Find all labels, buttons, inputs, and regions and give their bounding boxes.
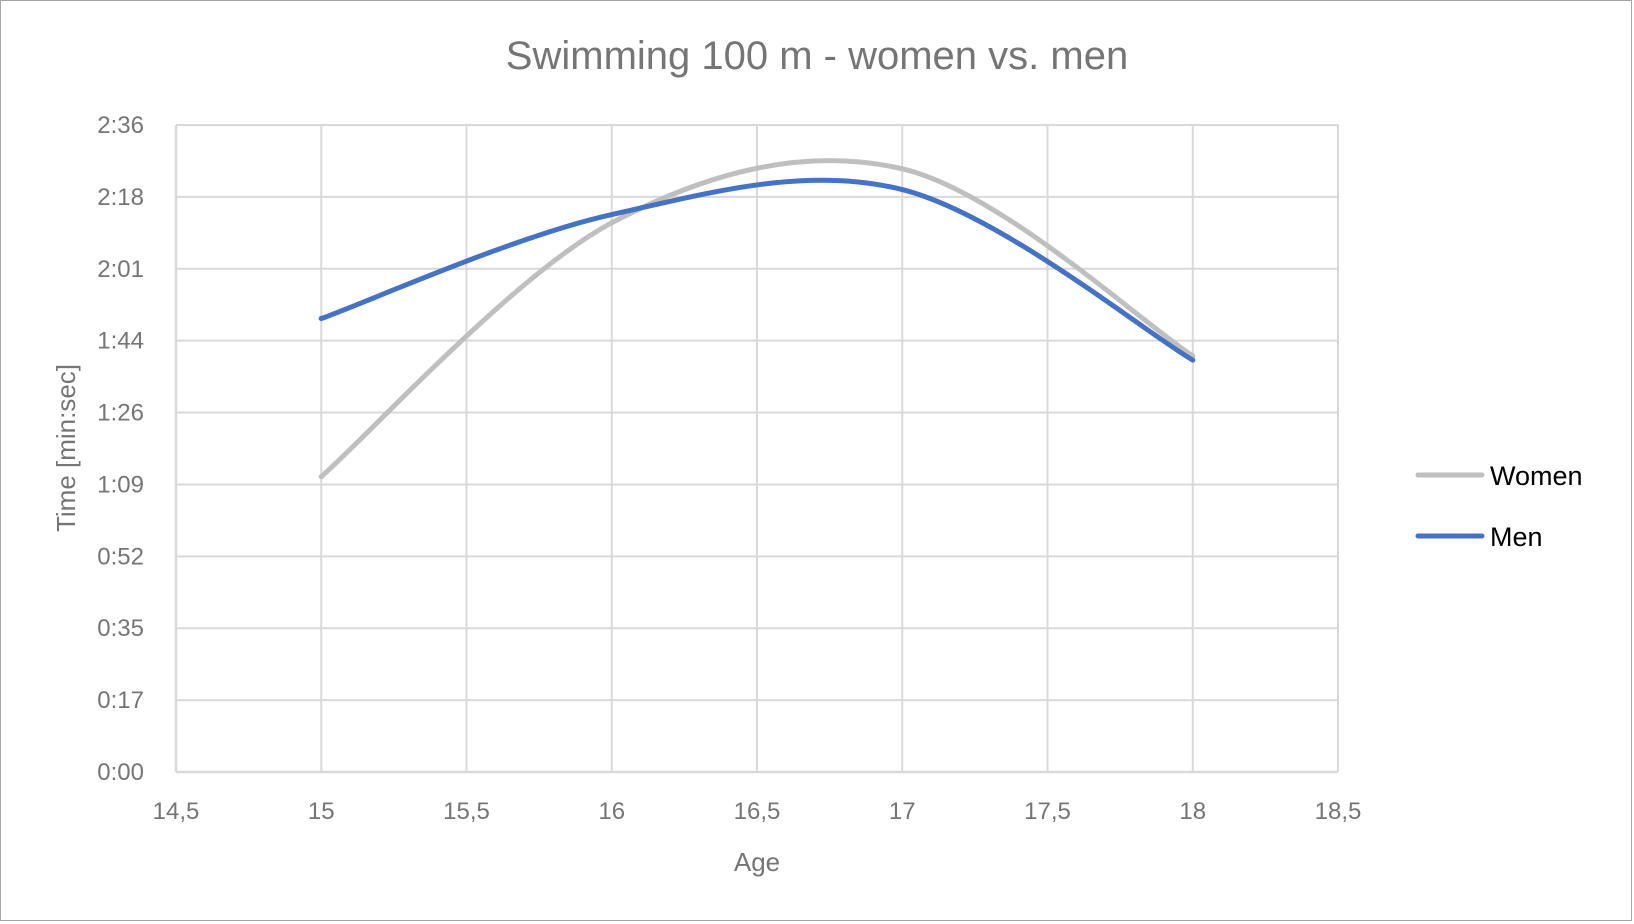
- data-point-women: [899, 166, 905, 172]
- legend-item-women: Women: [1415, 461, 1583, 491]
- y-tick-label: 1:09: [97, 471, 144, 498]
- y-tick-label: 0:35: [97, 615, 144, 642]
- y-axis-ticks: 0:00 0:17 0:35 0:52 1:09 1:26 1:44 2:01 2:18 2:36: [97, 112, 144, 786]
- y-tick-label: 2:18: [97, 184, 144, 211]
- y-axis-title: Time [min:sec]: [51, 364, 81, 532]
- chart-title: Swimming 100 m - women vs. men: [506, 34, 1128, 78]
- gridlines: [174, 124, 1339, 774]
- x-axis-ticks: 14,5 15 15,5 16 16,5 17 17,5 18 18,5: [153, 798, 1362, 825]
- y-tick-label: 0:17: [97, 687, 144, 714]
- x-tick-label: 16,5: [734, 798, 781, 825]
- x-tick-label: 15,5: [443, 798, 490, 825]
- legend-label-women: Women: [1490, 461, 1583, 491]
- x-tick-label: 18: [1179, 798, 1206, 825]
- y-tick-label: 0:52: [97, 543, 144, 570]
- x-axis-title: Age: [734, 847, 780, 877]
- series-line-women: [318, 158, 1196, 480]
- series-line-men: [318, 177, 1196, 363]
- legend-item-men: Men: [1415, 522, 1543, 552]
- x-tick-label: 17,5: [1024, 798, 1071, 825]
- legend: Women Men: [1415, 461, 1583, 552]
- legend-label-men: Men: [1490, 522, 1543, 552]
- data-point-women: [609, 220, 615, 226]
- x-tick-label: 14,5: [153, 798, 200, 825]
- data-point-men: [609, 212, 615, 218]
- y-tick-label: 1:26: [97, 400, 144, 427]
- data-point-men: [1190, 357, 1196, 363]
- data-point-men: [318, 316, 324, 322]
- data-point-women: [318, 474, 324, 480]
- series-layer: [318, 158, 1196, 480]
- x-tick-label: 17: [889, 798, 916, 825]
- y-tick-label: 1:44: [97, 328, 144, 355]
- x-tick-label: 15: [308, 798, 335, 825]
- y-tick-label: 0:00: [97, 759, 144, 786]
- y-tick-label: 2:36: [97, 112, 144, 139]
- y-tick-label: 2:01: [97, 256, 144, 283]
- x-tick-label: 16: [598, 798, 625, 825]
- x-tick-label: 18,5: [1315, 798, 1362, 825]
- data-point-men: [899, 187, 905, 193]
